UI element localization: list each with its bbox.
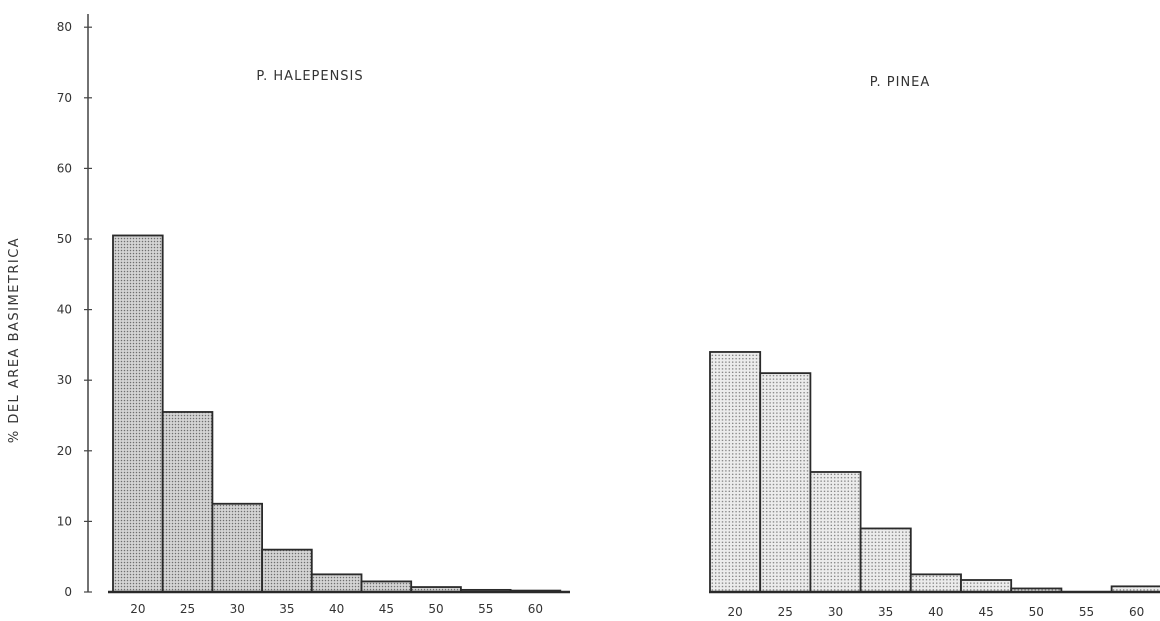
x-tick-label: 60 <box>528 602 543 616</box>
x-tick-label: 35 <box>279 602 294 616</box>
x-tick-label: 40 <box>329 602 344 616</box>
y-tick-label: 70 <box>57 91 72 105</box>
x-axis-ticks-halepensis: 20 25 30 35 40 45 50 55 60 <box>130 602 543 616</box>
x-tick-label: 25 <box>180 602 195 616</box>
x-tick-label: 30 <box>828 605 843 619</box>
x-tick-label: 40 <box>928 605 943 619</box>
x-tick-label: 50 <box>1029 605 1044 619</box>
bar-halepensis-45 <box>360 580 413 593</box>
x-tick-label: 25 <box>778 605 793 619</box>
bar-pinea-30 <box>809 471 862 593</box>
bar-halepensis-20 <box>112 234 164 593</box>
x-tick-label: 20 <box>727 605 742 619</box>
x-tick-label: 55 <box>478 602 493 616</box>
y-tick-label: 50 <box>57 232 72 246</box>
y-axis-ticks: 0 10 20 30 40 50 60 70 80 <box>57 20 92 599</box>
bar-halepensis-25 <box>161 411 214 593</box>
bars-pinea <box>709 351 1160 593</box>
y-axis-title: % DEL AREA BASIMETRICA <box>7 237 22 443</box>
y-tick-label: 60 <box>57 161 72 175</box>
x-tick-label: 45 <box>379 602 394 616</box>
chart-panel-pinea: P. PINEA 20 25 30 35 40 45 50 55 60 <box>709 75 1160 619</box>
x-tick-label: 20 <box>130 602 145 616</box>
chart-title-pinea: P. PINEA <box>870 75 931 90</box>
y-tick-label: 40 <box>57 303 72 317</box>
y-tick-label: 80 <box>57 20 72 34</box>
y-tick-label: 10 <box>57 514 72 528</box>
y-tick-label: 30 <box>57 373 72 387</box>
x-tick-label: 45 <box>978 605 993 619</box>
y-tick-label: 20 <box>57 444 72 458</box>
bar-pinea-20 <box>709 351 762 593</box>
y-tick-label: 0 <box>64 585 72 599</box>
bars-halepensis <box>112 234 562 593</box>
bar-halepensis-35 <box>261 548 313 593</box>
x-tick-label: 35 <box>878 605 893 619</box>
chart-panel-halepensis: % DEL AREA BASIMETRICA P. HALEPENSIS 0 10… <box>7 14 570 616</box>
x-tick-label: 30 <box>230 602 245 616</box>
x-tick-label: 50 <box>428 602 443 616</box>
x-tick-label: 55 <box>1079 605 1094 619</box>
bar-pinea-45 <box>960 579 1013 593</box>
bar-pinea-35 <box>859 527 912 593</box>
x-axis-ticks-pinea: 20 25 30 35 40 45 50 55 60 <box>727 605 1144 619</box>
bar-pinea-40 <box>909 573 962 593</box>
bar-halepensis-30 <box>211 502 263 593</box>
x-tick-label: 60 <box>1129 605 1144 619</box>
bar-pinea-25 <box>759 372 812 593</box>
chart-title-halepensis: P. HALEPENSIS <box>256 69 363 84</box>
bar-halepensis-40 <box>310 573 363 593</box>
